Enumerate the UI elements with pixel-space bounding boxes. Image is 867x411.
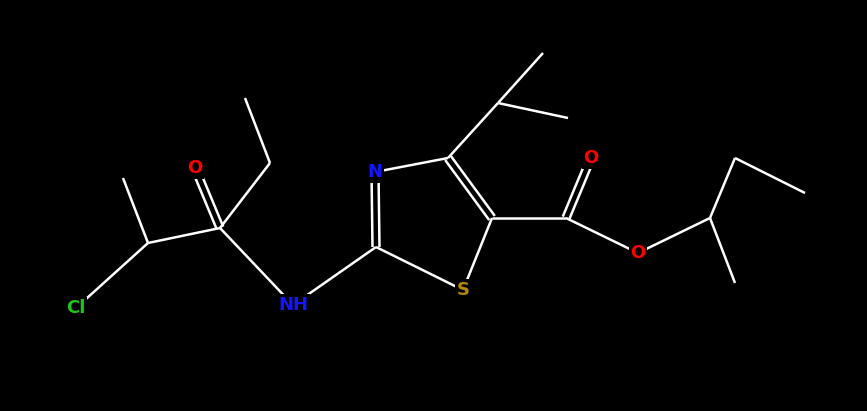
Text: O: O [583, 149, 598, 167]
Text: N: N [368, 163, 382, 181]
Text: O: O [187, 159, 203, 177]
Text: O: O [630, 244, 646, 262]
Text: Cl: Cl [66, 299, 86, 317]
Text: S: S [457, 281, 470, 299]
Text: NH: NH [278, 296, 308, 314]
